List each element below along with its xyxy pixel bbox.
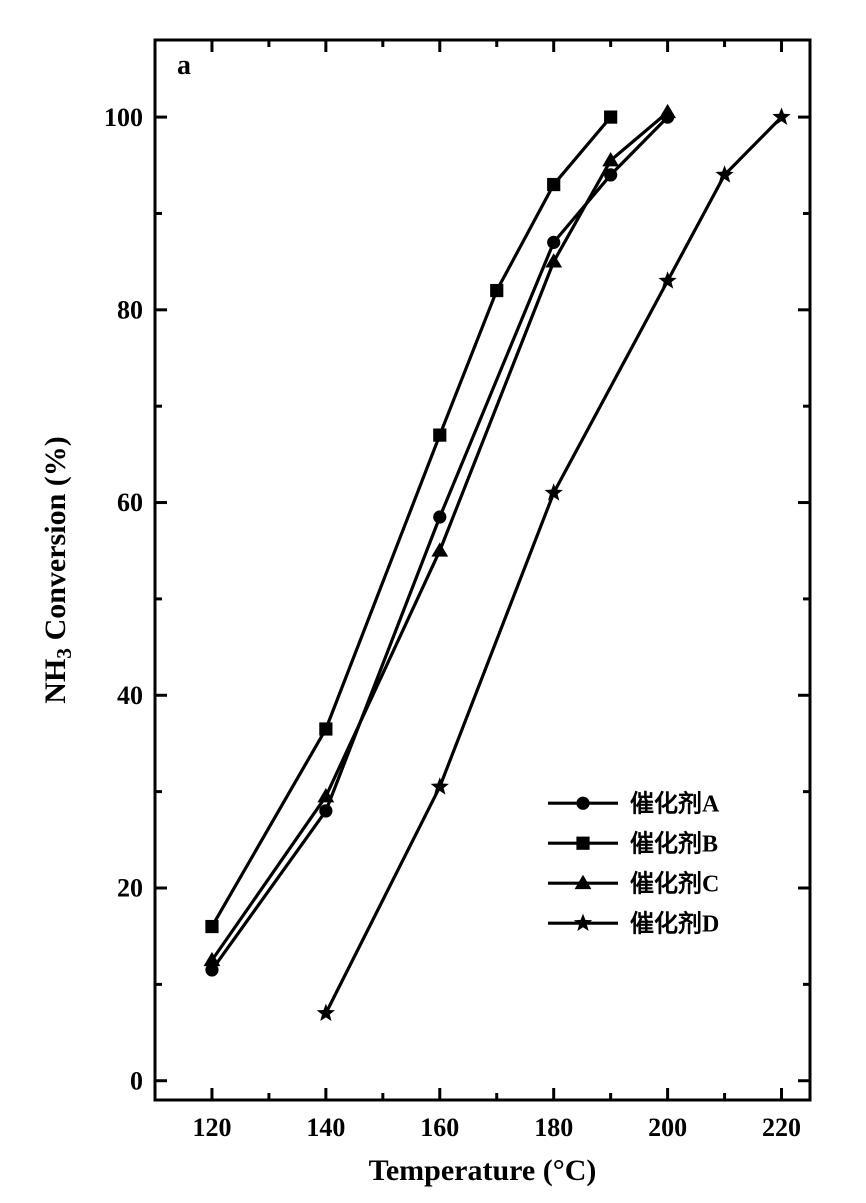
legend-item-D: 催化剂D	[630, 910, 719, 938]
y-tick-label: 0	[130, 1066, 143, 1095]
y-tick-label: 60	[117, 488, 143, 517]
x-tick-label: 220	[762, 1113, 801, 1142]
y-tick-label: 20	[117, 874, 143, 903]
x-tick-label: 200	[648, 1113, 687, 1142]
square-marker-icon	[547, 178, 560, 191]
x-tick-label: 160	[420, 1113, 459, 1142]
y-tick-label: 80	[117, 295, 143, 324]
square-marker-icon	[490, 284, 503, 297]
legend-item-B: 催化剂B	[630, 830, 718, 858]
circle-marker-icon	[319, 804, 332, 817]
y-axis-label: NH3 Conversion (%)	[39, 436, 76, 703]
panel-label: a	[177, 50, 191, 81]
legend-item-A: 催化剂A	[630, 790, 720, 818]
circle-marker-icon	[576, 797, 589, 810]
x-tick-label: 180	[534, 1113, 573, 1142]
square-marker-icon	[604, 110, 617, 123]
y-tick-label: 100	[104, 103, 143, 132]
square-marker-icon	[576, 837, 589, 850]
square-marker-icon	[205, 920, 218, 933]
circle-marker-icon	[433, 510, 446, 523]
square-marker-icon	[433, 428, 446, 441]
circle-marker-icon	[547, 236, 560, 249]
x-tick-label: 140	[306, 1113, 345, 1142]
legend-item-C: 催化剂C	[630, 870, 719, 898]
y-tick-label: 40	[117, 681, 143, 710]
x-tick-label: 120	[192, 1113, 231, 1142]
x-axis-label: Temperature (°C)	[369, 1154, 597, 1187]
nh3-conversion-chart: 120 140 160 180 200 220 0 20 40 60 80 100 Temperatur…	[0, 0, 866, 1203]
square-marker-icon	[319, 722, 332, 735]
